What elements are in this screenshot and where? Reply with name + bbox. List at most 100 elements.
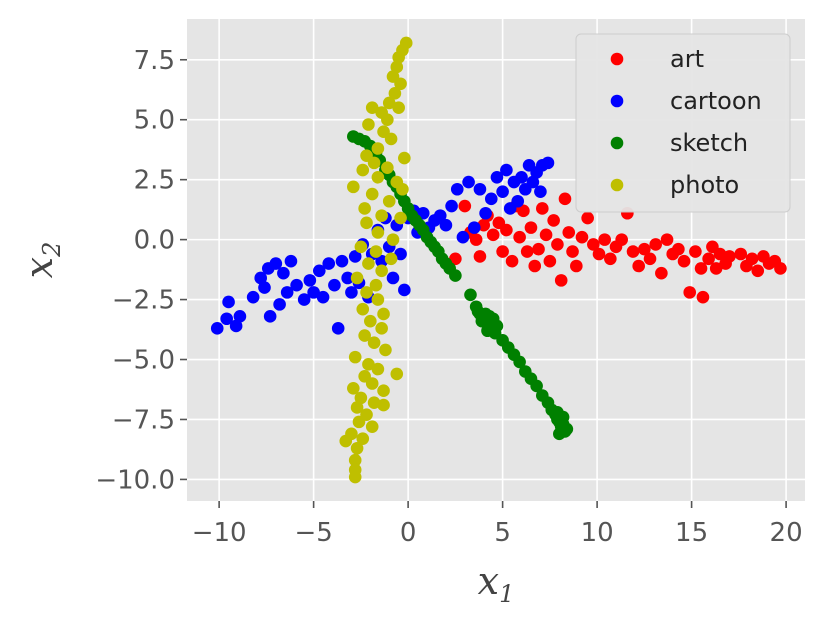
photo-point — [365, 420, 379, 433]
photo-point — [398, 151, 411, 165]
cartoon-point — [277, 266, 290, 280]
photo-point — [392, 51, 405, 64]
photo-point — [379, 343, 392, 357]
cartoon-point — [398, 283, 411, 297]
art-point — [528, 259, 542, 273]
cartoon-point — [439, 218, 453, 232]
photo-point — [354, 391, 368, 405]
photo-point — [369, 278, 383, 292]
cartoon-point — [386, 271, 400, 285]
art-point — [672, 242, 685, 256]
x-tick-label: −10 — [192, 518, 247, 548]
cartoon-point — [500, 163, 513, 177]
photo-point — [390, 367, 404, 381]
sketch-point — [481, 324, 494, 338]
photo-point — [350, 271, 364, 285]
art-point — [449, 252, 462, 266]
photo-point — [367, 156, 381, 170]
art-point — [520, 245, 534, 258]
photo-point — [381, 161, 394, 174]
photo-point — [348, 453, 362, 467]
photo-point — [377, 384, 390, 397]
photo-point — [352, 415, 366, 429]
photo-point — [371, 226, 385, 239]
photo-point — [362, 358, 375, 371]
cartoon-point — [312, 264, 326, 278]
art-point — [505, 254, 519, 268]
cartoon-point — [322, 257, 336, 270]
cartoon-point — [297, 293, 311, 306]
cartoon-point — [541, 156, 555, 170]
art-point — [626, 245, 640, 258]
cartoon-point — [484, 192, 498, 206]
art-point — [615, 233, 628, 246]
photo-point — [350, 441, 364, 455]
x-tick-label: 0 — [400, 518, 417, 548]
cartoon-point — [335, 254, 349, 268]
sketch-point — [513, 355, 526, 369]
art-point — [649, 238, 662, 251]
x-tick-label: 15 — [675, 518, 708, 548]
photo-point — [354, 240, 368, 254]
art-point — [536, 202, 549, 215]
photo-point — [369, 245, 383, 258]
photo-point — [358, 329, 371, 342]
cartoon-point — [490, 170, 504, 184]
art-point — [496, 245, 509, 258]
photo-point — [382, 96, 396, 110]
cartoon-point — [269, 257, 283, 270]
photo-point — [339, 434, 353, 448]
y-tick-label: 7.5 — [134, 46, 175, 76]
art-point — [473, 250, 487, 263]
y-tick-label: 0.0 — [134, 226, 175, 256]
art-point — [469, 233, 483, 246]
art-point — [696, 290, 710, 304]
photo-point — [375, 264, 388, 278]
art-point — [702, 252, 715, 266]
art-point — [458, 199, 472, 213]
cartoon-point — [233, 310, 247, 323]
legend-marker-cartoon — [610, 94, 624, 108]
photo-point — [375, 209, 388, 222]
photo-point — [371, 293, 385, 306]
art-point — [513, 230, 526, 244]
art-point — [543, 254, 557, 268]
art-point — [694, 262, 708, 275]
y-tick-label: −10.0 — [95, 465, 175, 495]
art-point — [660, 233, 674, 246]
photo-point — [375, 322, 388, 335]
art-point — [598, 233, 611, 246]
cartoon-point — [479, 206, 492, 220]
photo-point — [394, 77, 407, 91]
cartoon-point — [263, 310, 277, 323]
photo-point — [367, 336, 381, 350]
cartoon-point — [445, 199, 458, 213]
cartoon-point — [511, 194, 525, 208]
cartoon-point — [433, 209, 447, 222]
art-point — [517, 204, 530, 218]
art-point — [677, 254, 691, 268]
art-point — [683, 286, 697, 299]
art-point — [689, 245, 702, 258]
sketch-point — [553, 427, 566, 441]
sketch-point — [475, 314, 489, 328]
art-point — [713, 247, 727, 261]
cartoon-point — [254, 271, 268, 285]
cartoon-point — [290, 278, 303, 292]
photo-point — [356, 302, 370, 316]
cartoon-point — [280, 286, 294, 299]
photo-point — [362, 118, 375, 131]
photo-point — [348, 350, 362, 364]
art-point — [575, 230, 589, 244]
photo-point — [348, 470, 362, 484]
y-tick-label: 5.0 — [134, 106, 175, 136]
art-point — [554, 274, 568, 287]
sketch-point — [530, 379, 543, 393]
art-point — [587, 238, 600, 251]
art-point — [734, 247, 748, 261]
cartoon-point — [534, 185, 547, 198]
photo-point — [360, 216, 373, 230]
cartoon-point — [375, 254, 388, 268]
photo-point — [390, 60, 404, 74]
